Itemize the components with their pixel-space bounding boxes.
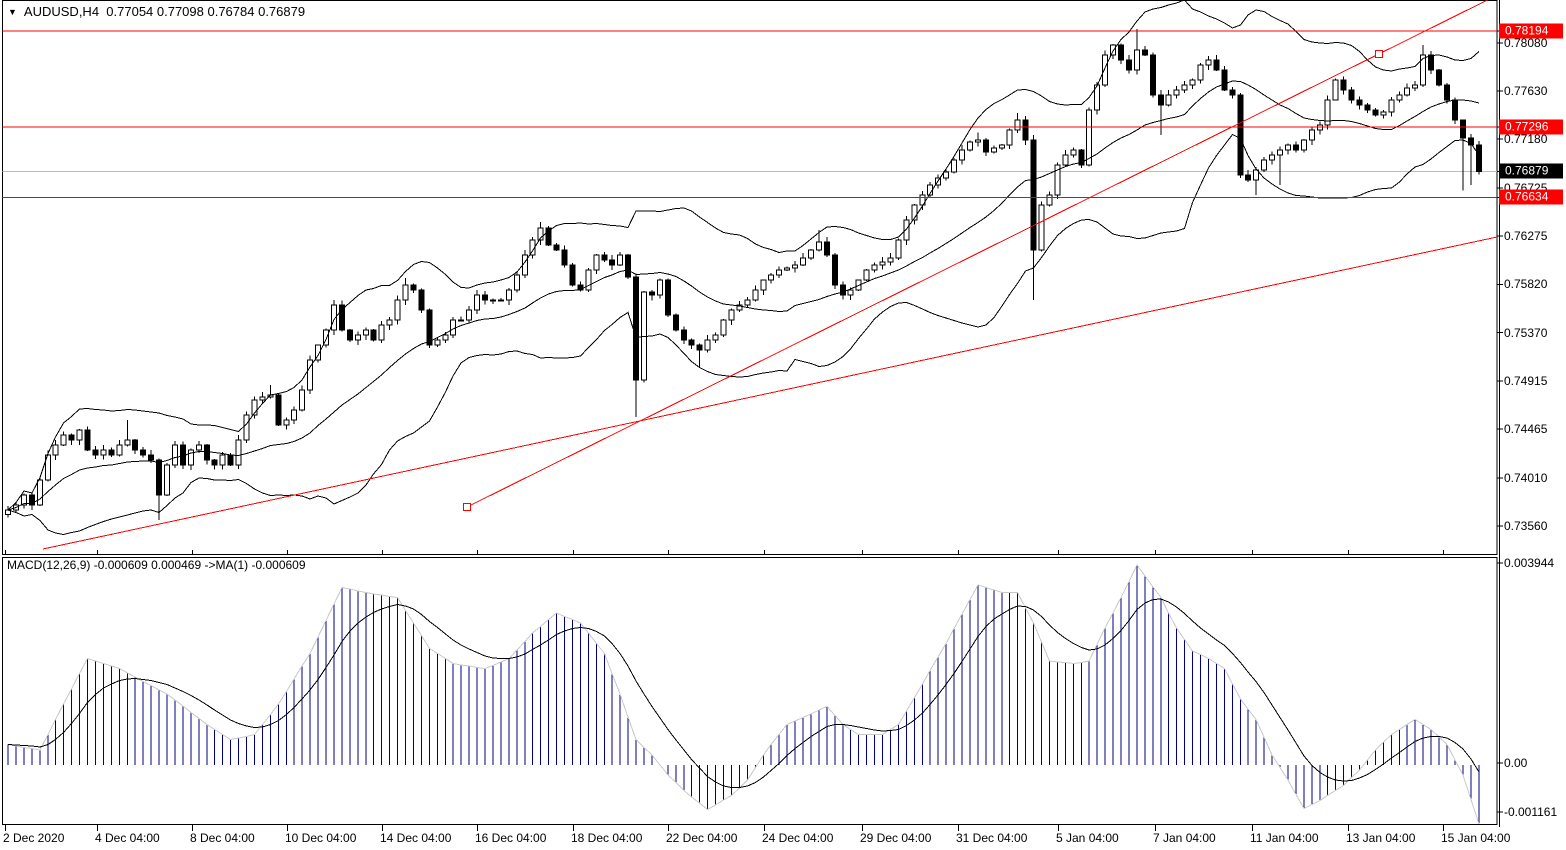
macd-pane-frame [2, 557, 1498, 825]
price-axis-label: 0.75370 [1504, 325, 1548, 340]
main-pane-frame [2, 0, 1498, 555]
symbol-dropdown-arrow-icon[interactable]: ▼ [8, 7, 17, 17]
time-axis-label: 10 Dec 04:00 [285, 831, 357, 845]
time-axis-label: 7 Jan 04:00 [1153, 831, 1216, 845]
macd-axis-label: 0.00 [1504, 756, 1528, 770]
macd-indicator-label: MACD(12,26,9) -0.000609 0.000469 ->MA(1)… [7, 558, 306, 572]
price-axis-label: 0.74465 [1504, 422, 1548, 437]
trendline-upper-handle-1[interactable] [1375, 50, 1383, 58]
price-badge-0.76879: 0.76879 [1499, 163, 1563, 179]
price-axis-label: 0.77180 [1504, 132, 1548, 147]
chart-title-ohlc: 0.77054 0.77098 0.76784 0.76879 [106, 4, 306, 19]
time-axis-label: 13 Jan 04:00 [1346, 831, 1416, 845]
time-axis-label: 15 Jan 04:00 [1441, 831, 1511, 845]
trendline-upper-handle-0[interactable] [463, 503, 471, 511]
time-axis-label: 18 Dec 04:00 [571, 831, 643, 845]
price-axis-label: 0.74010 [1504, 470, 1548, 485]
time-axis-label: 14 Dec 04:00 [380, 831, 452, 845]
time-axis-label: 11 Jan 04:00 [1250, 831, 1319, 845]
time-axis-label: 22 Dec 04:00 [666, 831, 738, 845]
price-axis-label: 0.73560 [1504, 518, 1548, 533]
time-axis-label: 5 Jan 04:00 [1056, 831, 1119, 845]
bollinger-upper-band [7, 0, 1480, 511]
time-axis-label: 24 Dec 04:00 [762, 831, 834, 845]
trendline-lower[interactable] [42, 236, 1498, 550]
time-axis-label: 31 Dec 04:00 [956, 831, 1028, 845]
macd-axis-label: 0.003944 [1504, 556, 1555, 570]
macd-signal-line [7, 598, 1480, 788]
time-axis-label: 16 Dec 04:00 [475, 831, 547, 845]
price-axis-label: 0.74915 [1504, 374, 1548, 389]
bollinger-lower-band [7, 133, 1480, 536]
price-axis-label: 0.77630 [1504, 84, 1548, 99]
time-axis-label: 8 Dec 04:00 [190, 831, 255, 845]
time-axis-label: 4 Dec 04:00 [95, 831, 160, 845]
chart-title-symbol: AUDUSD,H4 [23, 4, 100, 19]
time-axis-label: 2 Dec 2020 [3, 831, 65, 845]
price-badge-0.76634: 0.76634 [1499, 189, 1563, 205]
trendline-upper[interactable] [466, 0, 1488, 508]
price-axis-label: 0.75820 [1504, 277, 1548, 292]
chart-title: ▼ AUDUSD,H4 0.77054 0.77098 0.76784 0.768… [8, 4, 305, 19]
price-axis-label: 0.78080 [1504, 36, 1548, 50]
price-badge-0.78194: 0.78194 [1499, 23, 1563, 39]
bollinger-middle-band [7, 80, 1480, 511]
macd-axis-label: -0.001161 [1504, 805, 1558, 819]
price-axis-label: 0.76275 [1504, 228, 1548, 243]
price-badge-0.77296: 0.77296 [1499, 119, 1563, 135]
time-axis-label: 29 Dec 04:00 [860, 831, 932, 845]
candles [5, 29, 1482, 520]
macd-line [7, 564, 1480, 825]
macd-histogram [7, 565, 1480, 824]
